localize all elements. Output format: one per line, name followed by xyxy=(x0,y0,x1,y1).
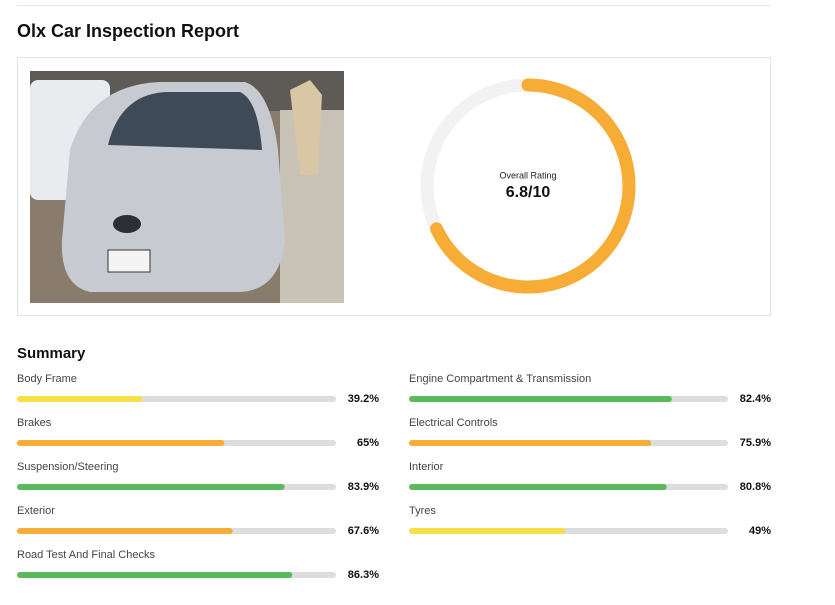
car-photo xyxy=(30,71,344,303)
item-value: 75.9% xyxy=(740,437,771,449)
bar xyxy=(17,484,285,490)
item-value: 80.8% xyxy=(740,481,771,493)
bar xyxy=(17,528,233,534)
bar xyxy=(409,396,672,402)
bar xyxy=(409,528,566,534)
item-label: Road Test And Final Checks xyxy=(17,549,155,561)
item-label: Brakes xyxy=(17,417,52,429)
item-label: Suspension/Steering xyxy=(17,461,119,473)
bar xyxy=(409,484,667,490)
item-label: Electrical Controls xyxy=(409,417,498,429)
gauge-arc xyxy=(420,78,636,294)
item-value: 67.6% xyxy=(348,525,379,537)
bar xyxy=(17,396,143,402)
gauge-value: 6.8/10 xyxy=(506,184,551,201)
item-value: 65% xyxy=(357,437,379,449)
item-label: Exterior xyxy=(17,505,55,517)
item-label: Tyres xyxy=(409,505,436,517)
gauge-label: Overall Rating xyxy=(499,170,556,180)
bar xyxy=(17,440,225,446)
item-label: Body Frame xyxy=(17,373,77,385)
item-value: 49% xyxy=(749,525,771,537)
bar xyxy=(17,572,293,578)
item-label: Engine Compartment & Transmission xyxy=(409,373,591,385)
item-value: 86.3% xyxy=(348,569,379,581)
page-title: Olx Car Inspection Report xyxy=(17,21,239,41)
item-value: 83.9% xyxy=(348,481,379,493)
summary-title: Summary xyxy=(17,345,86,362)
bar xyxy=(409,440,652,446)
item-label: Interior xyxy=(409,461,444,473)
item-value: 82.4% xyxy=(740,393,771,405)
summary-rows: Body Frame 39.2% Brakes 65% Suspension/Steer… xyxy=(17,373,771,581)
item-value: 39.2% xyxy=(348,393,379,405)
